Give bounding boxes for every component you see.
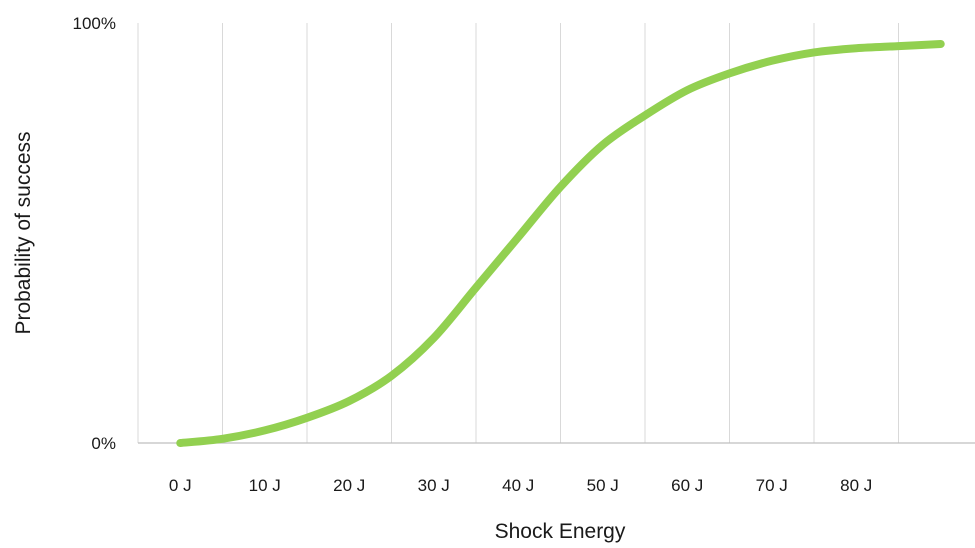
x-tick-label: 0 J	[169, 476, 192, 495]
x-tick-label: 60 J	[671, 476, 703, 495]
y-tick-label: 0%	[91, 434, 116, 453]
series-line	[176, 40, 945, 447]
y-tick-labels: 0% 100%	[73, 14, 116, 453]
x-tick-labels: 0 J 10 J 20 J 30 J 40 J 50 J 60 J 70 J 80 J	[169, 476, 872, 495]
x-axis-title: Shock Energy	[495, 520, 626, 543]
y-tick-label: 100%	[73, 14, 116, 33]
y-axis-title: Probability of success	[12, 131, 35, 334]
x-tick-label: 10 J	[249, 476, 281, 495]
gridlines	[137, 23, 899, 443]
x-tick-label: 40 J	[502, 476, 534, 495]
series-layer	[176, 40, 945, 447]
x-tick-label: 80 J	[840, 476, 872, 495]
x-tick-label: 70 J	[756, 476, 788, 495]
x-tick-label: 20 J	[333, 476, 365, 495]
x-tick-label: 50 J	[587, 476, 619, 495]
x-tick-label: 30 J	[418, 476, 450, 495]
